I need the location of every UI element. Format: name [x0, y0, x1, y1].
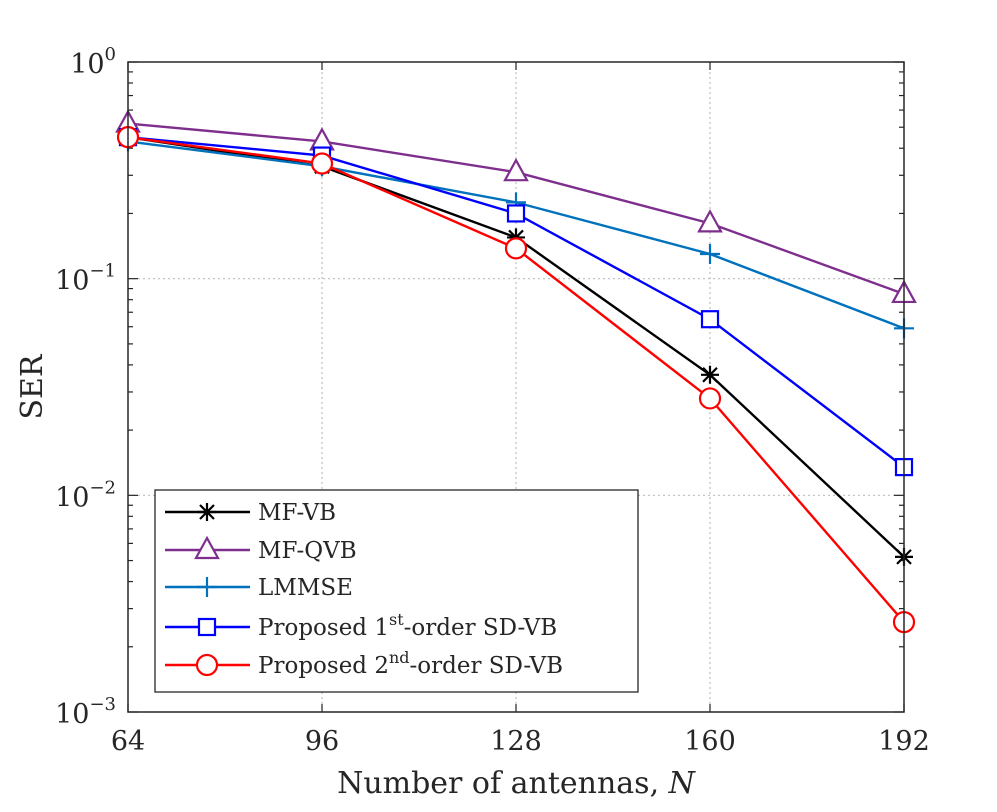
x-tick-label: 96: [305, 726, 339, 757]
data-point-sd2: [698, 387, 722, 410]
legend: MF-VB MF-QVB LMMSE Proposed 1st-order SD…: [154, 489, 639, 693]
legend-label-lmmse: LMMSE: [258, 575, 353, 601]
minor-ticks: [128, 71, 904, 648]
data-point-sd1: [700, 310, 720, 329]
data-point-mfvb: [701, 365, 719, 384]
x-tick-label: 128: [490, 726, 542, 757]
legend-marker-mfqvb: [194, 535, 220, 560]
x-tick-label: 192: [878, 726, 930, 757]
x-tick-label: 160: [684, 726, 736, 757]
x-tick-label: 64: [111, 726, 145, 757]
data-point-mfqvb: [503, 157, 529, 182]
y-axis-title: SER: [15, 353, 50, 419]
legend-marker-sd2: [195, 653, 219, 677]
data-point-lmmse: [700, 243, 720, 264]
legend-label-mf-vb: MF-VB: [258, 500, 336, 526]
data-point-sd1: [506, 204, 526, 223]
x-axis-title: Number of antennas, N: [337, 766, 697, 801]
legend-marker-sd1: [197, 617, 217, 637]
data-point-sd2: [504, 237, 528, 260]
legend-marker-lmmse: [197, 577, 217, 597]
legend-samples: [165, 503, 250, 677]
y-tick-label: 10−3: [55, 694, 116, 730]
legend-label-proposed-2nd: Proposed 2nd-order SD-VB: [258, 648, 563, 679]
y-tick-labels: 100 10−1 10−2 10−3: [55, 44, 116, 730]
data-point-mfqvb: [697, 209, 723, 233]
axis-ticks: [127, 61, 905, 713]
legend-marker-mfvb: [198, 503, 216, 521]
legend-box: [154, 489, 639, 693]
y-tick-label: 10−1: [55, 261, 116, 297]
x-tick-labels: 64 96 128 160 192: [111, 726, 930, 757]
y-tick-label: 10−2: [55, 477, 116, 513]
series-mfqvb: [115, 109, 917, 304]
data-point-sd2: [310, 152, 334, 175]
legend-label-mf-qvb: MF-QVB: [258, 538, 357, 564]
legend-label-proposed-1st: Proposed 1st-order SD-VB: [258, 610, 557, 641]
y-tick-label: 100: [70, 44, 116, 80]
